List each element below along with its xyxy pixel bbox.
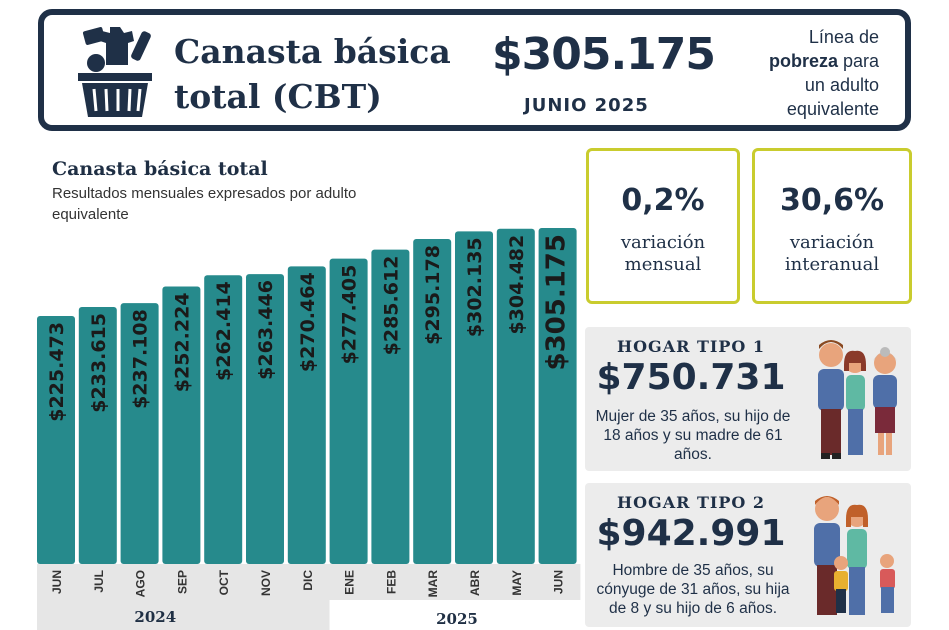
x-tick-label: OCT (217, 569, 231, 595)
family-three-adults-icon (818, 340, 897, 459)
annual-label-line-2: interanual (784, 254, 880, 275)
monthly-label-line-1: variación (620, 232, 706, 253)
year-group-label: 2024 (134, 608, 176, 626)
household-type-1-card: HOGAR TIPO 1 $750.731 Mujer de 35 años, … (585, 327, 911, 471)
household-2-title: HOGAR TIPO 2 (616, 493, 766, 512)
x-tick-label: ENE (343, 570, 357, 595)
bar-value-label: $277.405 (339, 265, 361, 365)
chart-bar (538, 228, 577, 564)
chart-subtitle: Resultados mensuales expresados por adul… (52, 185, 357, 223)
x-tick-label: JUL (92, 570, 106, 593)
household-2-description: Hombre de 35 años, su cónyuge de 31 años… (596, 562, 790, 617)
x-tick-label: DIC (301, 570, 315, 591)
bar-value-label: $295.178 (422, 245, 444, 345)
shopping-basket-icon (78, 27, 152, 117)
x-tick-label: FEB (384, 570, 398, 594)
annual-variation-value: 30,6% (779, 183, 885, 218)
bar-value-label: $263.446 (255, 280, 277, 380)
chart-bar (287, 266, 326, 564)
chart-bar (37, 316, 75, 564)
chart-bar (413, 239, 452, 564)
annual-variation-box: 30,6% variación interanual (752, 148, 912, 304)
header-banner: Canasta básica total (CBT) $305.175 JUNI… (38, 9, 911, 131)
x-tick-label: MAR (426, 570, 440, 598)
household-1-description: Mujer de 35 años, su hijo de 18 años y s… (595, 408, 791, 463)
note-line-4: equivalente (786, 99, 879, 119)
x-tick-label: JUN (50, 570, 64, 594)
poverty-line-note: Línea de pobreza para un adulto equivale… (719, 25, 879, 121)
monthly-label-line-2: mensual (624, 254, 702, 275)
annual-label-line-1: variación (789, 232, 875, 253)
household-2-amount: $942.991 (596, 513, 786, 554)
chart-bar (162, 286, 201, 564)
x-axis-band (37, 564, 581, 600)
x-tick-label: ABR (468, 570, 482, 596)
household-1-amount: $750.731 (596, 357, 786, 398)
household-type-2-card: HOGAR TIPO 2 $942.991 Hombre de 35 años,… (585, 483, 911, 627)
bar-value-label: $225.473 (46, 322, 68, 422)
x-tick-label: SEP (175, 570, 189, 594)
note-line-2-rest: para (837, 51, 879, 71)
year-group-label: 2025 (436, 610, 478, 628)
bar-value-label: $270.464 (297, 272, 319, 372)
bar-value-label: $237.108 (130, 309, 152, 409)
annual-variation-label: variación interanual (755, 232, 909, 276)
chart-bar (246, 274, 284, 564)
monthly-variation-box: 0,2% variación mensual (586, 148, 740, 304)
monthly-variation-label: variación mensual (589, 232, 737, 276)
x-tick-label: MAY (510, 570, 524, 596)
note-bold: pobreza (768, 51, 838, 71)
bar-value-label: $262.414 (213, 281, 235, 381)
chart-bar (371, 249, 410, 564)
bar-value-label: $285.612 (380, 256, 402, 356)
chart-bar (496, 228, 535, 565)
chart-title: Canasta básica total (52, 158, 268, 180)
year-group-band (37, 600, 330, 630)
title-line-2: total (CBT) (174, 77, 382, 116)
chart-bar (78, 307, 117, 564)
bar-value-label: $304.482 (506, 235, 528, 335)
x-tick-label: NOV (259, 570, 273, 596)
monthly-variation-value: 0,2% (621, 183, 705, 218)
bar-value-label: $233.615 (88, 313, 110, 413)
x-tick-label: AGO (134, 570, 148, 597)
household-1-title: HOGAR TIPO 1 (616, 337, 766, 356)
bar-value-label: $252.224 (171, 292, 193, 392)
cbt-date: JUNIO 2025 (524, 95, 649, 116)
bar-value-label: $302.135 (464, 237, 486, 337)
family-two-adults-two-children-icon (814, 496, 895, 615)
note-line-1: Línea de (808, 27, 879, 47)
note-line-2: pobreza para (719, 49, 879, 73)
chart-bar (455, 231, 493, 564)
chart-bar (204, 275, 243, 564)
x-tick-label: JUN (552, 570, 566, 594)
cbt-amount: $305.175 (492, 29, 716, 80)
note-line-3: un adulto (804, 75, 879, 95)
title-line-1: Canasta básica (174, 32, 451, 71)
bar-value-label: $305.175 (542, 234, 572, 371)
chart-bar (329, 258, 368, 564)
page-title: Canasta básica total (CBT) (174, 29, 474, 119)
year-group-band (329, 600, 581, 630)
chart-bar (120, 303, 159, 564)
